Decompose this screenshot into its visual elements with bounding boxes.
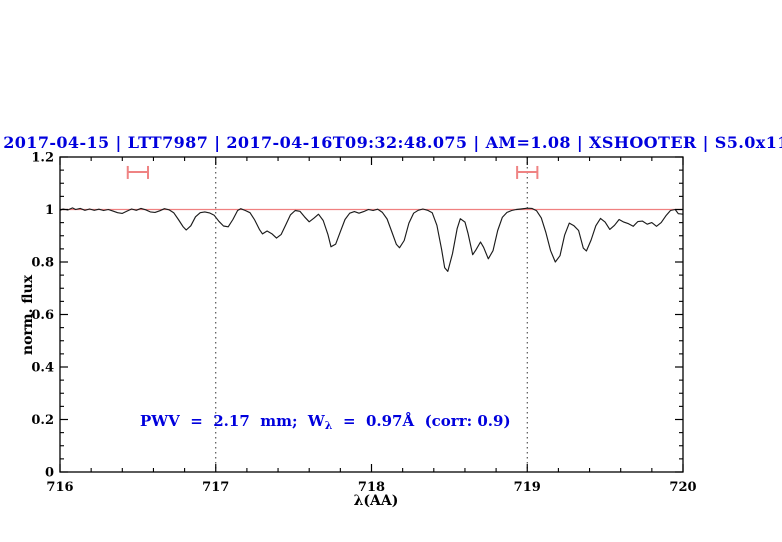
x-tick-label: 717 (202, 480, 229, 495)
y-tick-label: 0.6 (31, 308, 54, 323)
pwv-annotation-suffix: = 0.97Å (corr: 0.9) (332, 412, 511, 430)
y-tick-label: 1 (45, 203, 54, 218)
y-tick-label: 0.8 (31, 256, 54, 271)
x-tick-label: 718 (358, 480, 385, 495)
x-axis-label: λ(AA) (353, 493, 399, 509)
y-axis-label: norm. flux (20, 274, 36, 356)
y-tick-label: 1.2 (31, 151, 54, 166)
chart-title: 2017-04-15 | LTT7987 | 2017-04-16T09:32:… (3, 133, 782, 152)
x-tick-label: 719 (514, 480, 541, 495)
y-tick-label: 0 (45, 466, 54, 481)
y-tick-label: 0.4 (31, 361, 54, 376)
pwv-annotation-subscript: λ (324, 419, 333, 432)
pwv-annotation: PWV = 2.17 mm; Wλ = 0.97Å (corr: 0.9) (140, 412, 511, 432)
x-tick-label: 716 (46, 480, 73, 495)
y-tick-label: 0.2 (31, 413, 54, 428)
x-tick-label: 720 (669, 480, 696, 495)
pwv-annotation-prefix: PWV = 2.17 mm; W (140, 412, 325, 430)
spectrum-line (59, 207, 684, 272)
